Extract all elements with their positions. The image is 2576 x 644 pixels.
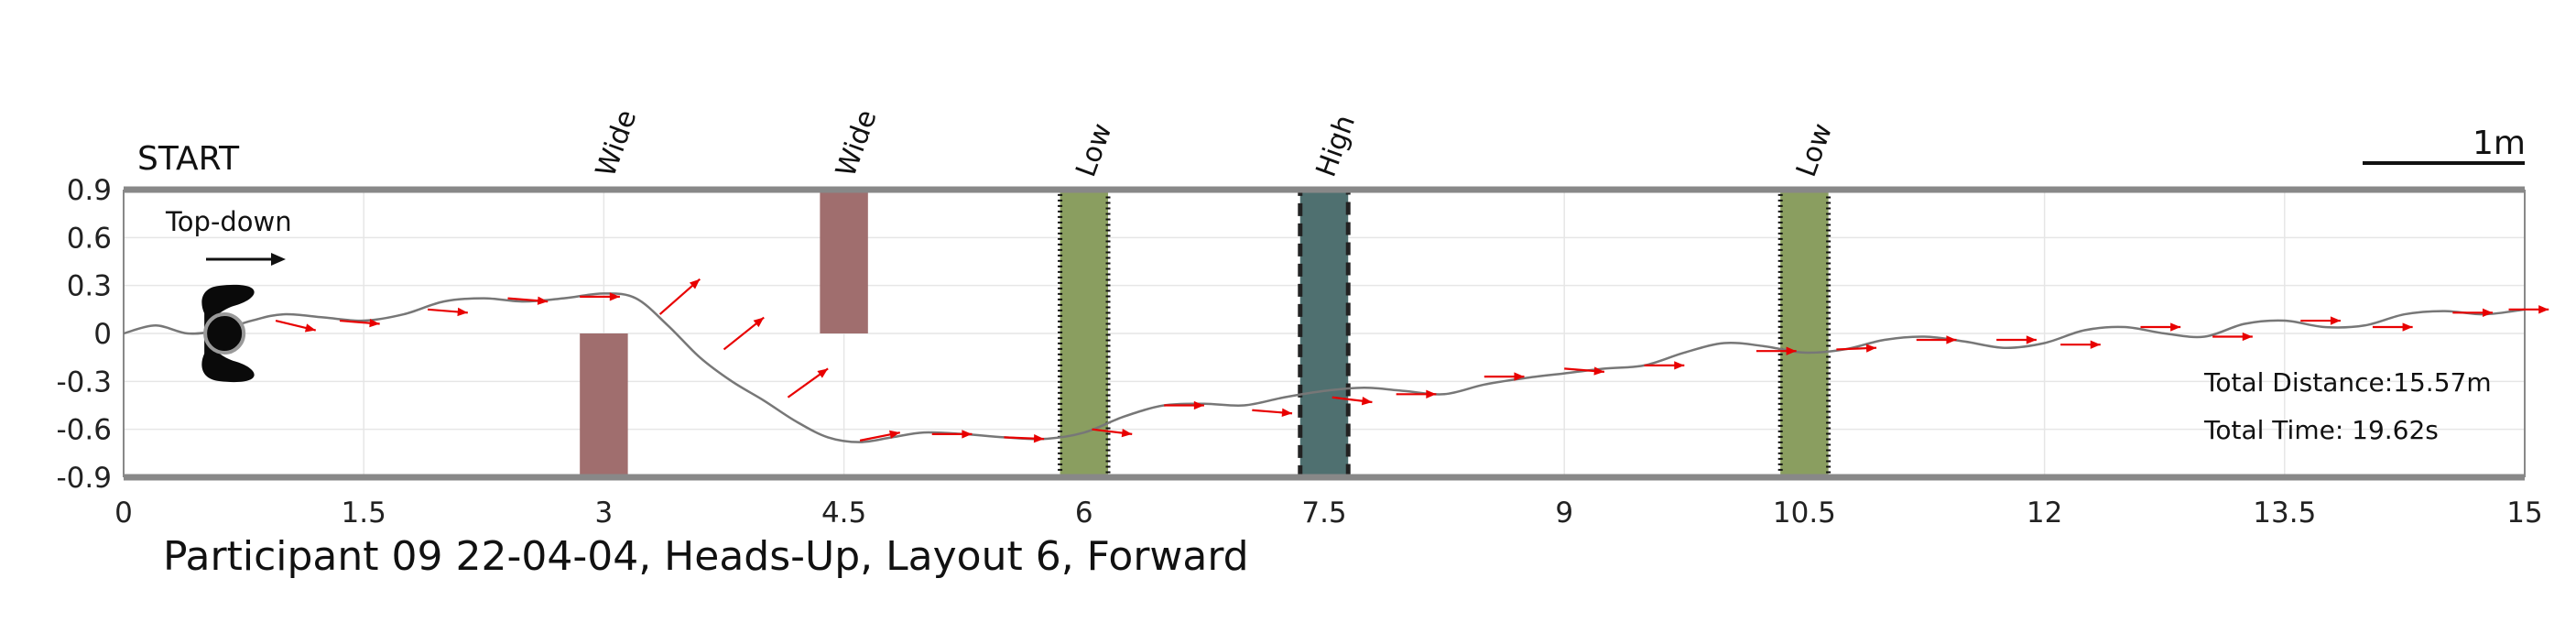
direction-arrow (723, 316, 765, 351)
direction-arrow (1396, 389, 1437, 398)
x-tick-label: 9 (1555, 497, 1573, 529)
direction-arrow (275, 319, 317, 333)
direction-arrow (339, 318, 380, 328)
tick-labels: 0 1.5 3 4.5 6 7.5 9 10.5 12 13.5 15 0.9 0.6 0.3 0 -0.3 -… (57, 174, 2543, 529)
x-tick-label: 3 (595, 497, 614, 529)
y-tick-label: -0.3 (57, 366, 113, 398)
y-tick-label: -0.6 (57, 414, 113, 447)
obstacle-high (1298, 187, 1351, 480)
x-tick-label: 10.5 (1773, 497, 1836, 529)
direction-arrow (2212, 332, 2253, 342)
direction-arrow (1164, 400, 1204, 410)
direction-arrow (428, 307, 468, 317)
walker-icon (201, 284, 255, 383)
direction-arrow (658, 278, 701, 315)
direction-arrow (1004, 434, 1045, 443)
view-label: Top-down (165, 206, 292, 237)
total-time-label: Total Time: 19.62s (2203, 415, 2439, 445)
direction-arrow (1252, 408, 1293, 418)
direction-arrow (2140, 322, 2181, 332)
direction-arrow (1484, 372, 1525, 381)
walker-body (201, 284, 255, 383)
plot-border (123, 186, 2526, 481)
x-tick-label: 15 (2506, 497, 2542, 529)
direction-arrow (787, 367, 829, 398)
direction-arrow (1755, 346, 1797, 355)
direction-arrow (1331, 396, 1373, 406)
chart-title: Participant 09 22-04-04, Heads-Up, Layou… (163, 533, 1249, 580)
trajectory-line (123, 292, 2526, 443)
x-tick-label: 4.5 (821, 497, 866, 529)
obstacles: Wide Wide Low High Low (580, 105, 1839, 480)
total-distance-label: Total Distance:15.57m (2203, 367, 2492, 398)
walker-head (203, 312, 246, 355)
x-tick-label: 1.5 (342, 497, 386, 529)
direction-arrow (931, 430, 973, 439)
direction-arrow (2508, 305, 2549, 314)
x-tick-label: 0 (114, 497, 133, 529)
obstacle-label: Low (1070, 119, 1118, 180)
obstacle-wide (820, 190, 868, 333)
direction-arrow (1644, 361, 1685, 370)
direction-arrow (2060, 340, 2101, 349)
y-tick-label: 0 (93, 318, 112, 351)
direction-arrow (2300, 316, 2341, 325)
direction-arrow (1092, 428, 1133, 438)
top-down-arrow-icon (206, 253, 286, 266)
y-tick-label: -0.9 (57, 462, 113, 495)
direction-arrow (507, 296, 549, 305)
direction-arrow (580, 292, 620, 301)
direction-arrow (1916, 335, 1957, 344)
x-tick-label: 13.5 (2253, 497, 2316, 529)
x-tick-label: 7.5 (1301, 497, 1346, 529)
obstacle-label: Wide (830, 105, 883, 180)
obstacle-label: Low (1790, 119, 1839, 180)
x-tick-label: 6 (1075, 497, 1093, 529)
scale-label: 1m (2473, 125, 2526, 162)
obstacle-label: High (1310, 111, 1362, 181)
obstacle-low (1777, 187, 1831, 480)
direction-arrow (2372, 322, 2413, 332)
obstacle-low (1058, 187, 1111, 480)
direction-arrow (1564, 366, 1604, 376)
direction-arrow (859, 430, 900, 442)
x-tick-label: 12 (2027, 497, 2062, 529)
obstacle-wide (580, 333, 628, 477)
direction-arrow (1996, 335, 2037, 344)
y-tick-label: 0.3 (67, 270, 112, 303)
obstacle-label: Wide (590, 105, 643, 180)
direction-arrow (2452, 308, 2494, 317)
y-tick-label: 0.6 (67, 222, 112, 255)
y-tick-label: 0.9 (67, 174, 112, 207)
direction-arrows (275, 278, 2549, 443)
start-label: START (137, 140, 240, 178)
direction-arrow (1836, 344, 1877, 353)
